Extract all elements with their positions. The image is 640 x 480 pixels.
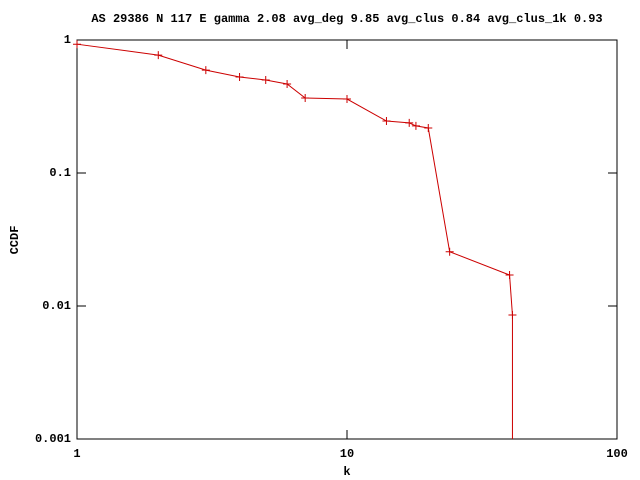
x-tick-label: 1 (73, 447, 80, 461)
point-marker (424, 123, 433, 132)
point-marker (405, 118, 414, 127)
point-marker (445, 247, 454, 256)
point-marker (235, 72, 244, 81)
point-marker (508, 311, 517, 320)
y-tick-label: 0.01 (42, 299, 71, 313)
point-marker (283, 79, 292, 88)
point-marker (382, 117, 391, 126)
y-axis-label: CCDF (8, 226, 22, 255)
y-tick-label: 0.001 (35, 432, 71, 446)
y-tick-label: 1 (64, 33, 71, 47)
x-axis-label: k (343, 465, 350, 479)
point-marker (154, 51, 163, 60)
point-marker (201, 66, 210, 75)
y-tick-label: 0.1 (49, 166, 71, 180)
chart-title: AS 29386 N 117 E gamma 2.08 avg_deg 9.85… (91, 12, 602, 26)
point-marker (73, 40, 81, 49)
point-marker (301, 94, 310, 103)
series-line (76, 43, 513, 439)
point-marker (261, 76, 270, 85)
x-tick-label: 10 (340, 447, 354, 461)
point-marker (505, 271, 514, 280)
x-tick-label: 100 (606, 447, 628, 461)
point-marker (411, 121, 420, 130)
point-marker (343, 95, 351, 104)
